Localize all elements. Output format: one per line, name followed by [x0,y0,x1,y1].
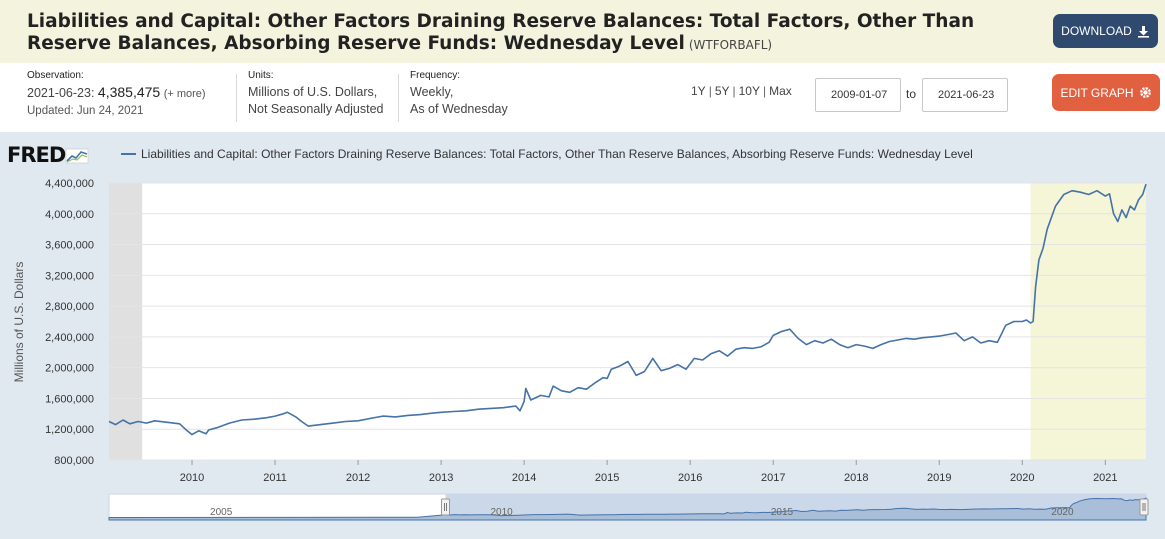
range-links: 1Y | 5Y | 10Y | Max [691,84,792,98]
page-title: Liabilities and Capital: Other Factors D… [27,11,1037,56]
y-tick-label: 2,800,000 [45,301,94,313]
fred-logo[interactable]: FRED [7,143,91,167]
y-tick-label: 3,200,000 [45,270,94,282]
fred-logo-text: FRED [7,143,66,167]
legend: Liabilities and Capital: Other Factors D… [121,147,973,161]
fred-chart-icon [66,148,89,164]
y-tick-label: 4,400,000 [45,178,94,190]
end-date-input[interactable] [922,78,1008,112]
x-tick-label: 2015 [595,472,619,484]
navigator-series [108,497,1147,521]
series-line[interactable] [108,183,1147,436]
edit-graph-label: EDIT GRAPH [1060,85,1134,100]
x-tick-label: 2012 [346,472,370,484]
start-date-input[interactable] [815,78,901,112]
y-tick-label: 1,600,000 [45,393,94,405]
shaded-period [1030,183,1146,460]
updated-date: Updated: Jun 24, 2021 [27,105,144,117]
range-sep: | [732,84,736,98]
download-icon [1137,25,1149,38]
x-tick-label: 2013 [429,472,453,484]
y-tick-label: 4,000,000 [45,209,94,221]
observation-block: Observation: 2021-06-23: 4,385,475 (+ mo… [27,70,232,126]
units-line2: Not Seasonally Adjusted [248,102,384,116]
range-10y[interactable]: 10Y [738,84,760,98]
download-button[interactable]: DOWNLOAD [1053,14,1158,48]
observation-date: 2021-06-23: [27,86,95,100]
x-tick-label: 2019 [927,472,951,484]
x-tick-label: 2011 [263,472,287,484]
navigator-handle[interactable] [1139,498,1149,516]
units-label: Units: [248,70,274,81]
shaded-period [109,183,143,460]
navigator-tick-label: 2010 [490,507,513,518]
units-block: Units: Millions of U.S. Dollars, Not Sea… [248,70,398,126]
y-tick-label: 3,600,000 [45,240,94,252]
more-link[interactable]: (+ more) [163,88,206,100]
legend-swatch [121,153,136,155]
title-bar [0,0,1165,63]
y-axis-label: Millions of U.S. Dollars [12,262,26,383]
divider [398,74,399,122]
x-tick-label: 2014 [512,472,536,484]
legend-label: Liabilities and Capital: Other Factors D… [141,147,973,161]
frequency-label: Frequency: [410,70,461,81]
frequency-line2: As of Wednesday [410,102,508,116]
navigator-tick-label: 2005 [210,507,233,518]
divider [236,74,237,122]
y-tick-label: 2,400,000 [45,332,94,344]
range-max[interactable]: Max [769,84,792,98]
observation-value: 4,385,475 [97,84,161,100]
frequency-line1: Weekly, [410,85,454,99]
x-tick-label: 2010 [180,472,204,484]
navigator-handle[interactable] [441,498,451,516]
range-5y[interactable]: 5Y [714,84,730,98]
navigator-tick-label: 2020 [1051,507,1074,518]
x-tick-label: 2017 [761,472,785,484]
units-line1: Millions of U.S. Dollars, [248,85,378,99]
range-sep: | [708,84,712,98]
x-tick-label: 2020 [1010,472,1034,484]
range-sep: | [762,84,767,98]
x-tick-label: 2018 [844,472,868,484]
y-tick-label: 2,000,000 [45,363,94,375]
observation-value-line: 2021-06-23: 4,385,475 (+ more) [27,84,232,103]
observation-label: Observation: [27,70,84,81]
edit-graph-button[interactable]: EDIT GRAPH [1052,74,1160,111]
x-tick-label: 2016 [678,472,702,484]
y-tick-label: 800,000 [54,455,94,467]
range-1y[interactable]: 1Y [691,84,706,98]
to-label: to [906,87,917,101]
series-id: (WTFORBAFL) [688,38,773,52]
x-tick-label: 2021 [1093,472,1117,484]
y-tick-label: 1,200,000 [45,424,94,436]
download-label: DOWNLOAD [1061,24,1132,38]
navigator-tick-label: 2015 [771,507,794,518]
gear-icon [1139,87,1151,98]
frequency-block: Frequency: Weekly, As of Wednesday [410,70,530,126]
title-text: Liabilities and Capital: Other Factors D… [27,11,975,54]
